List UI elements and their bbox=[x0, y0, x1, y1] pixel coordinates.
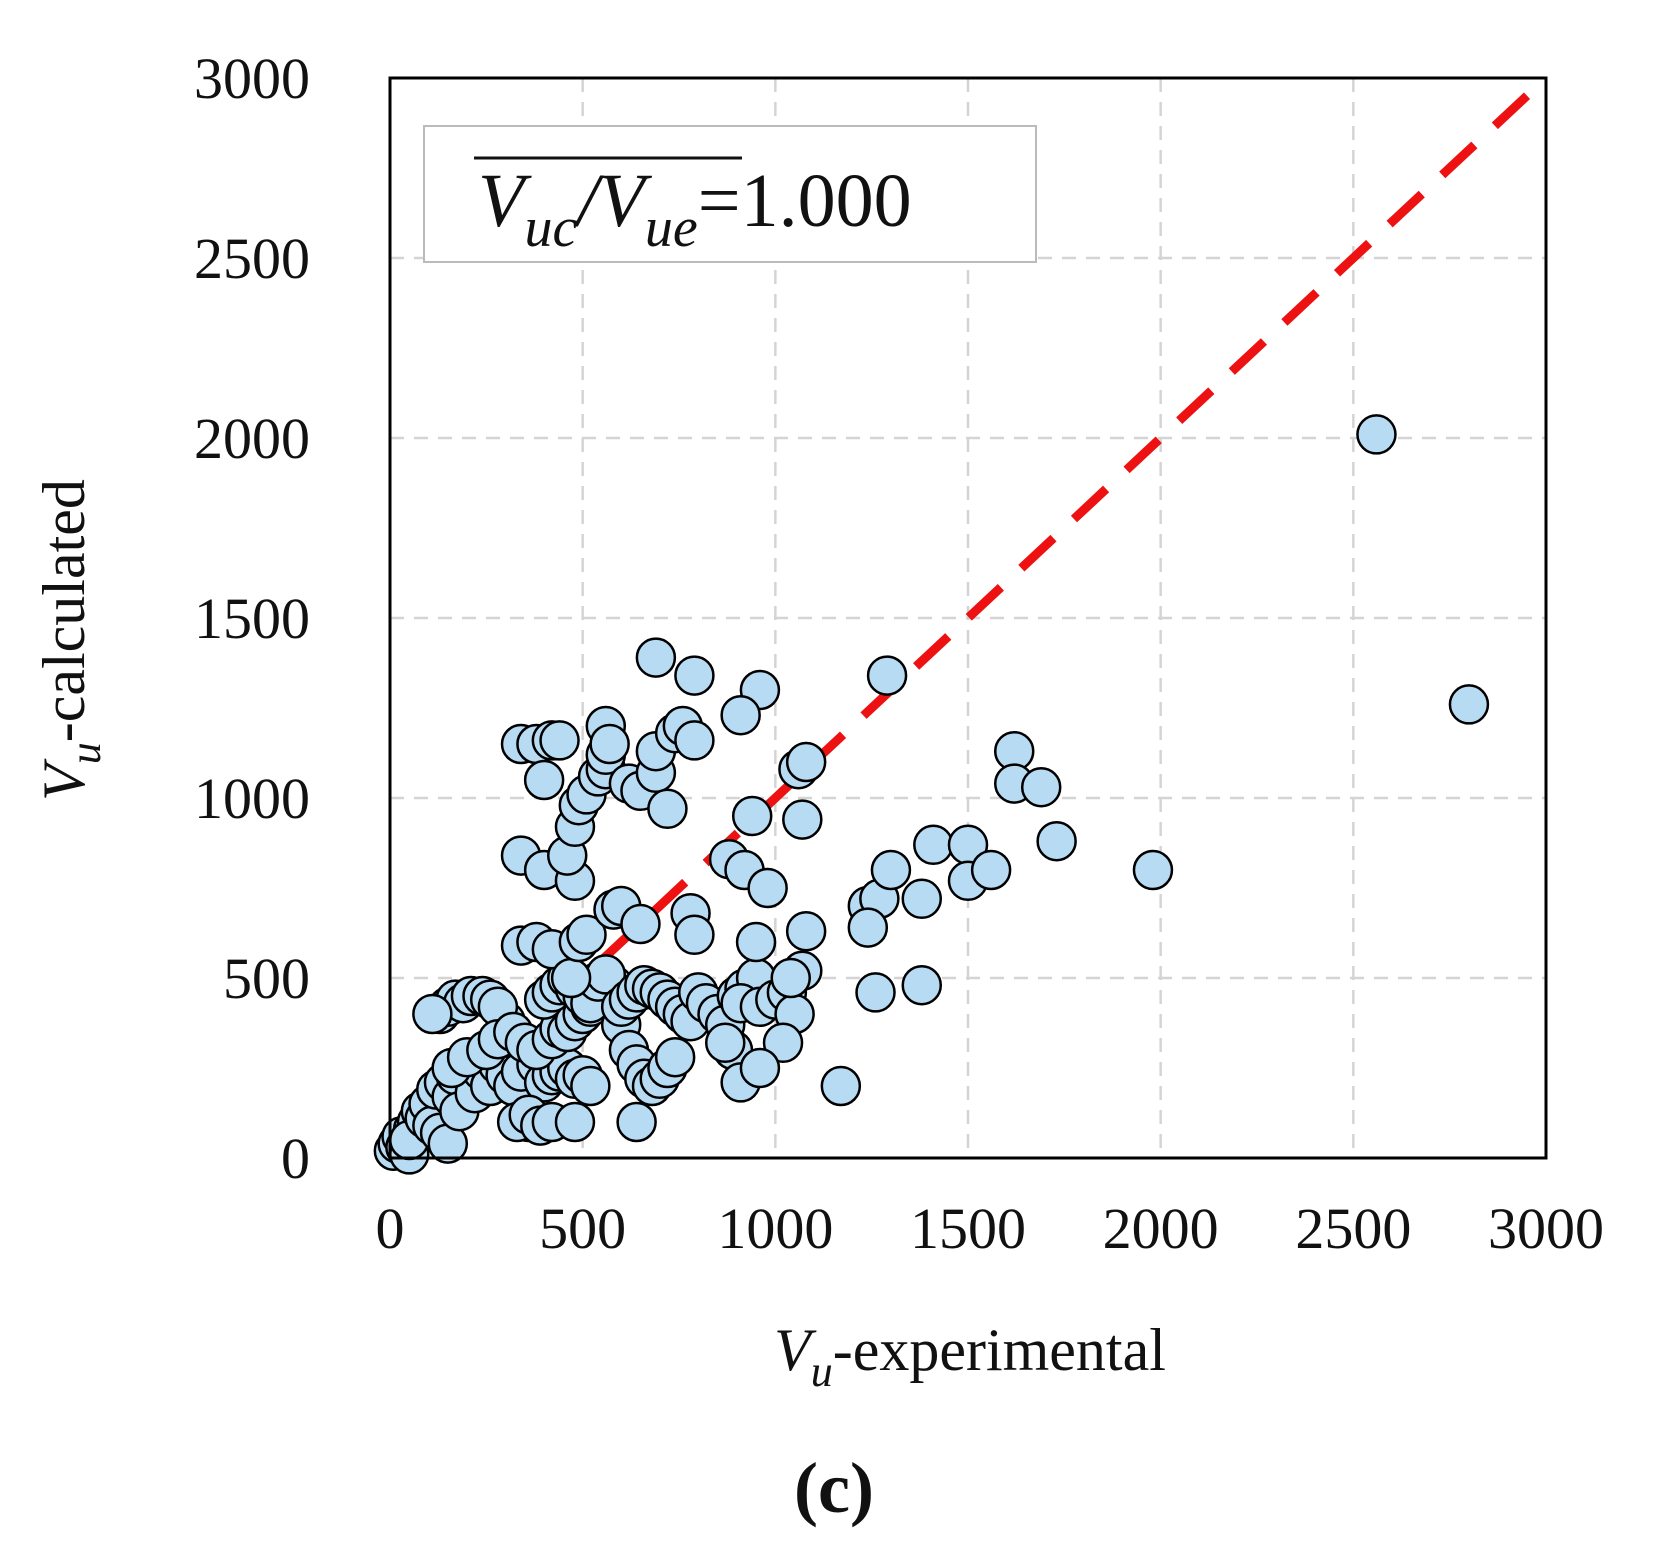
data-point bbox=[616, 1101, 657, 1143]
data-point bbox=[720, 694, 761, 736]
legend-sub-uc: uc bbox=[524, 197, 577, 259]
data-point bbox=[1132, 849, 1174, 891]
x-tick-label: 3000 bbox=[1488, 1196, 1604, 1261]
y-tick-label: 3000 bbox=[194, 46, 310, 111]
legend: Vuc/Vue=1.000 bbox=[423, 125, 1037, 263]
data-point bbox=[635, 637, 677, 678]
y-axis-title-symbol: V bbox=[31, 758, 97, 801]
data-point bbox=[570, 1065, 611, 1107]
data-point bbox=[855, 972, 896, 1013]
x-axis-tick-labels: 0 500 1000 1500 2000 2500 3000 bbox=[376, 1196, 1605, 1261]
data-point bbox=[674, 655, 715, 696]
data-point bbox=[554, 1101, 596, 1143]
legend-value: =1.000 bbox=[698, 159, 912, 243]
x-tick-label: 1500 bbox=[910, 1196, 1026, 1261]
y-axis-tick-labels: 0 500 1000 1500 2000 2500 3000 bbox=[194, 46, 310, 1191]
x-tick-label: 500 bbox=[539, 1196, 626, 1261]
y-tick-label: 2000 bbox=[194, 406, 310, 471]
legend-label: Vuc/Vue=1.000 bbox=[478, 159, 912, 259]
y-tick-label: 1500 bbox=[194, 586, 310, 651]
y-tick-label: 0 bbox=[281, 1126, 310, 1191]
x-tick-label: 0 bbox=[376, 1196, 405, 1261]
data-point bbox=[523, 759, 565, 801]
data-point bbox=[539, 720, 580, 761]
data-point bbox=[762, 1022, 804, 1064]
data-point bbox=[704, 1022, 746, 1064]
x-axis-title-symbol: V bbox=[774, 1317, 817, 1383]
data-point bbox=[1020, 766, 1062, 808]
data-point bbox=[647, 788, 688, 830]
x-tick-label: 1000 bbox=[717, 1196, 833, 1261]
data-point bbox=[1036, 820, 1077, 862]
data-point bbox=[820, 1065, 862, 1107]
data-point bbox=[782, 799, 823, 840]
data-point bbox=[870, 849, 912, 891]
data-point bbox=[566, 914, 607, 956]
data-point bbox=[739, 1047, 781, 1089]
plot-area-frame bbox=[388, 76, 1548, 1160]
data-point bbox=[735, 921, 777, 963]
data-points bbox=[373, 414, 1490, 1175]
data-point bbox=[847, 907, 889, 948]
legend-v2: V bbox=[598, 159, 652, 243]
y-axis-title-text: -calculated bbox=[31, 479, 97, 742]
data-point bbox=[866, 655, 908, 696]
data-point bbox=[674, 914, 715, 956]
legend-box bbox=[423, 125, 1037, 263]
data-point bbox=[674, 720, 715, 761]
reference-line-y-equals-x bbox=[386, 74, 1550, 1162]
x-tick-label: 2500 bbox=[1295, 1196, 1411, 1261]
data-point bbox=[913, 824, 954, 866]
data-point bbox=[731, 795, 773, 837]
data-point bbox=[785, 910, 827, 952]
data-point bbox=[785, 741, 827, 783]
data-point bbox=[620, 903, 661, 945]
data-point bbox=[901, 964, 943, 1006]
data-point bbox=[747, 867, 788, 909]
reference-line-layer bbox=[386, 74, 1550, 1162]
data-point bbox=[654, 1036, 696, 1078]
data-point bbox=[770, 957, 811, 999]
data-point bbox=[970, 849, 1012, 891]
x-axis-title-subscript: u bbox=[811, 1347, 833, 1396]
y-tick-label: 2500 bbox=[194, 226, 310, 291]
y-tick-label: 500 bbox=[223, 946, 310, 1011]
data-point bbox=[1356, 414, 1397, 455]
data-point bbox=[589, 723, 630, 765]
data-point bbox=[550, 957, 592, 999]
y-axis-title-subscript: u bbox=[61, 742, 110, 764]
x-axis-title: Vu-experimental bbox=[774, 1317, 1166, 1396]
legend-v1: V bbox=[478, 159, 532, 243]
x-axis-title-text: -experimental bbox=[833, 1317, 1166, 1383]
y-axis-title: Vu-calculated bbox=[31, 479, 110, 801]
data-point bbox=[412, 993, 453, 1035]
x-tick-label: 2000 bbox=[1103, 1196, 1219, 1261]
y-tick-label: 1000 bbox=[194, 766, 310, 831]
data-point bbox=[1448, 684, 1490, 725]
data-point bbox=[901, 878, 943, 920]
panel-label: (c) bbox=[794, 1448, 874, 1528]
legend-sub-ue: ue bbox=[645, 197, 698, 259]
